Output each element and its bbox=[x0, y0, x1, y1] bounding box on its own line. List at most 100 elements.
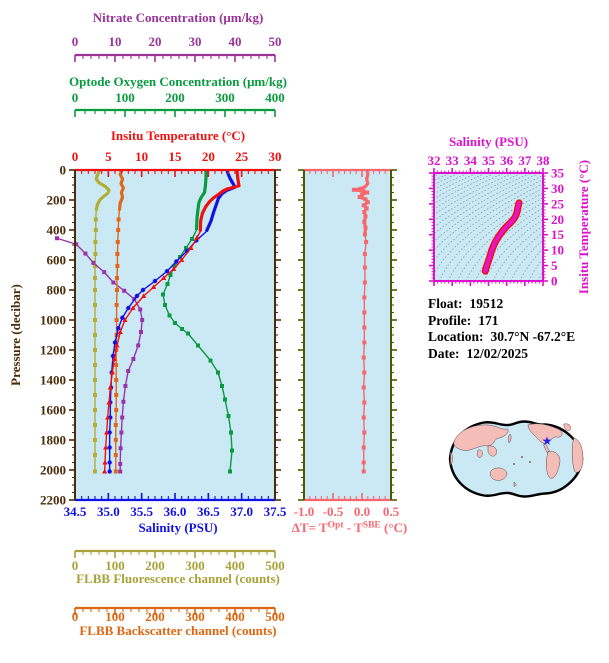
axis-tick-label: 15 bbox=[551, 227, 565, 242]
series-marker bbox=[365, 190, 370, 195]
series-marker bbox=[114, 393, 119, 397]
series-marker bbox=[93, 318, 97, 322]
series-marker bbox=[55, 236, 59, 241]
series-marker bbox=[116, 228, 121, 232]
series-marker bbox=[120, 415, 125, 420]
series-marker bbox=[104, 429, 110, 435]
series-marker bbox=[151, 284, 157, 289]
axis-tick-label: 10 bbox=[551, 243, 564, 258]
series-marker bbox=[120, 315, 125, 320]
series-marker bbox=[196, 343, 200, 348]
series-marker bbox=[362, 252, 367, 256]
ts-temperature-title: Insitu Temperature (°C) bbox=[576, 160, 591, 294]
series-marker bbox=[102, 270, 107, 275]
series-marker bbox=[361, 385, 366, 390]
series-marker bbox=[102, 468, 108, 474]
series-marker bbox=[351, 187, 356, 192]
series-marker bbox=[119, 430, 124, 435]
isthmus-central-america bbox=[543, 442, 550, 453]
series-marker bbox=[362, 400, 367, 405]
axis-tick-label: -1.0 bbox=[294, 504, 315, 519]
series-marker bbox=[93, 408, 97, 412]
series-marker bbox=[114, 408, 119, 412]
axis-tick-label: 20 bbox=[551, 212, 564, 227]
axis-tick-label: 33 bbox=[446, 153, 460, 168]
float-id-line: Float: 19512 bbox=[428, 296, 575, 313]
series-marker bbox=[126, 369, 131, 373]
profile-value: 171 bbox=[478, 312, 499, 328]
date-line: Date: 12/02/2025 bbox=[428, 346, 575, 363]
series-marker bbox=[226, 414, 231, 418]
axis-tick-label: 30 bbox=[269, 149, 282, 164]
isopycnal-line bbox=[447, 197, 543, 281]
axis-tick-label: 1400 bbox=[40, 373, 66, 388]
series-marker bbox=[93, 393, 97, 397]
series-marker bbox=[93, 423, 97, 427]
axis-title: FLBB Fluorescence channel (counts) bbox=[76, 571, 280, 586]
series-marker bbox=[93, 240, 98, 244]
series-marker bbox=[93, 348, 97, 352]
ts-curve bbox=[483, 200, 522, 274]
axis-tick-label: 400 bbox=[265, 90, 285, 105]
series-marker bbox=[130, 305, 136, 310]
delta-t-title: ΔT= TOpt - TSBE (°C) bbox=[292, 520, 408, 535]
series-marker bbox=[113, 453, 118, 457]
axis-tick-label: 200 bbox=[145, 609, 165, 624]
axis-tick-label: 30 bbox=[551, 181, 564, 196]
isopycnal-line bbox=[456, 202, 543, 281]
series-marker bbox=[113, 438, 118, 442]
series-marker bbox=[361, 189, 366, 193]
axis-title: Nitrate Concentration (μm/kg) bbox=[93, 10, 264, 25]
axis-tick-label: 0 bbox=[72, 609, 79, 624]
axis-tick-label: 400 bbox=[47, 223, 67, 238]
series-marker bbox=[180, 327, 184, 331]
continent-india bbox=[476, 449, 483, 458]
series-marker bbox=[184, 246, 188, 250]
isopycnal-line bbox=[519, 248, 543, 281]
axis-tick-label: 0 bbox=[60, 163, 67, 178]
axis-tick-label: 1600 bbox=[40, 403, 66, 418]
series-marker bbox=[74, 242, 79, 247]
island-new-zealand bbox=[513, 481, 517, 487]
axis-title: Salinity (PSU) bbox=[138, 520, 217, 535]
axis-tick-label: 1200 bbox=[40, 343, 66, 358]
series-marker bbox=[139, 330, 143, 334]
continent-africa-right-edge bbox=[571, 437, 584, 473]
axis-tick-label: 400 bbox=[225, 558, 245, 573]
series-marker bbox=[140, 287, 146, 293]
series-marker bbox=[116, 326, 121, 331]
series-marker bbox=[134, 293, 140, 299]
axis-tick-label: 500 bbox=[265, 558, 285, 573]
series-marker bbox=[93, 217, 98, 222]
series-marker bbox=[179, 257, 185, 262]
continent-africa-left-sliver bbox=[450, 451, 453, 466]
series-marker bbox=[118, 462, 123, 466]
series-marker bbox=[107, 469, 112, 474]
isopycnal-line bbox=[434, 187, 543, 275]
series-marker bbox=[362, 295, 367, 300]
axis-tick-label: 100 bbox=[105, 609, 125, 624]
axis-tick-label: 37.5 bbox=[264, 504, 287, 519]
series-marker bbox=[93, 438, 97, 442]
series-marker bbox=[93, 363, 97, 367]
series-marker bbox=[93, 288, 97, 292]
series-marker bbox=[362, 340, 367, 345]
series-marker bbox=[220, 384, 224, 388]
axis-tick-label: 200 bbox=[47, 193, 67, 208]
isopycnal-line bbox=[465, 207, 543, 281]
axis-tick-label: 1000 bbox=[40, 313, 66, 328]
axis-tick-label: 200 bbox=[165, 90, 185, 105]
isopycnal-line bbox=[492, 225, 543, 281]
series-marker bbox=[152, 278, 158, 284]
series-marker bbox=[361, 469, 366, 474]
delta-t-panel: -1.0 -0.5 0.0 0.5ΔT= TOpt - TSBE (°C) bbox=[292, 168, 408, 535]
isopycnal-line bbox=[537, 270, 543, 281]
axis-tick-label: 1800 bbox=[40, 433, 66, 448]
isopycnal-line bbox=[501, 232, 543, 281]
axis-title: FLBB Backscatter channel (counts) bbox=[79, 623, 276, 638]
location-line: Location: 30.7°N -67.2°E bbox=[428, 329, 575, 346]
location-value: 30.7°N -67.2°E bbox=[490, 329, 576, 344]
series-marker bbox=[362, 310, 367, 315]
series-marker bbox=[115, 264, 120, 268]
